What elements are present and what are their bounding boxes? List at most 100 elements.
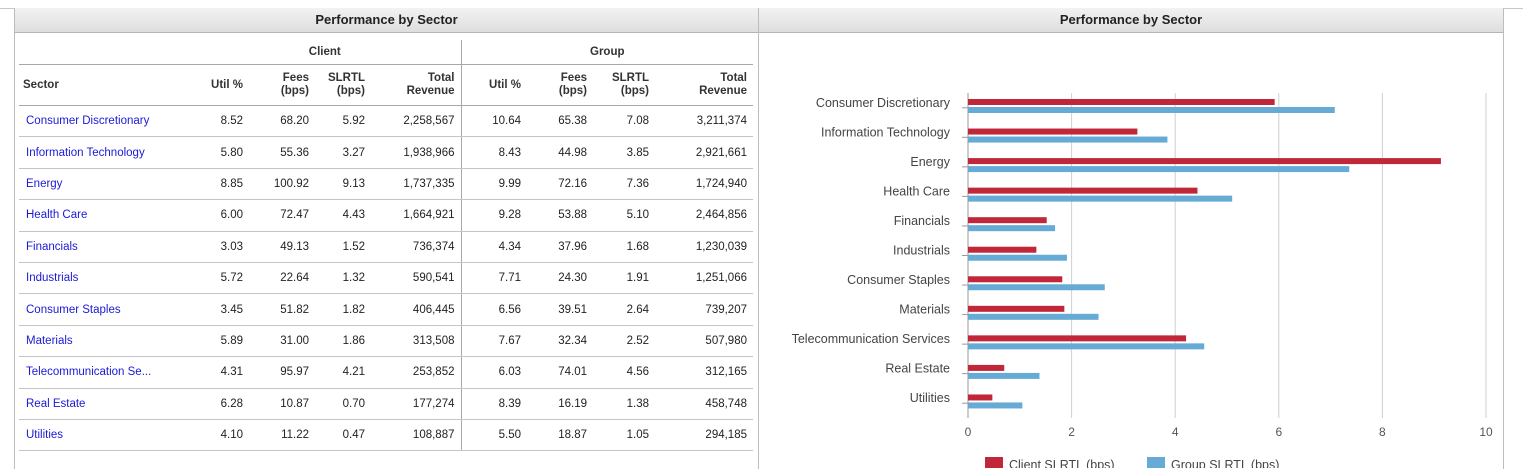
table-row: Materials 5.89 31.00 1.86 313,508 7.67 32.34 2.…	[19, 325, 753, 358]
bar-group	[968, 195, 1233, 202]
sector-link[interactable]: Industrials	[26, 272, 79, 285]
c-util-cell: 8.85	[189, 168, 249, 201]
g-fees-cell: 44.98	[527, 136, 593, 169]
g-slrtl-cell: 2.64	[593, 293, 655, 326]
sector-cell: Telecommunication Se...	[19, 356, 189, 389]
table-row: Energy 8.85 100.92 9.13 1,737,335 9.99 72.16 7.…	[19, 168, 753, 201]
sector-cell: Financials	[19, 231, 189, 263]
g-util-cell: 7.67	[461, 325, 527, 358]
legend-label: Client SLRTL (bps)	[1009, 458, 1115, 468]
c-slrtl-cell: 4.21	[315, 356, 371, 389]
c-rev-cell: 406,445	[371, 293, 462, 326]
group-slrtl-header[interactable]: SLRTL (bps)	[593, 64, 655, 106]
category-label: Financials	[894, 214, 950, 228]
g-util-cell: 6.03	[461, 356, 527, 389]
bar-group	[968, 343, 1205, 350]
sector-cell: Real Estate	[19, 388, 189, 420]
bar-group	[968, 313, 1099, 320]
category-label: Real Estate	[885, 362, 950, 376]
sector-cell: Health Care	[19, 199, 189, 232]
c-slrtl-cell: 4.43	[315, 199, 371, 232]
table-row: Real Estate 6.28 10.87 0.70 177,274 8.39 16.19…	[19, 388, 753, 420]
client-revenue-header[interactable]: Total Revenue	[371, 64, 462, 106]
client-slrtl-header[interactable]: SLRTL (bps)	[315, 64, 371, 106]
table-row: Telecommunication Se... 4.31 95.97 4.21 253,…	[19, 356, 753, 389]
client-fees-header[interactable]: Fees (bps)	[249, 64, 315, 106]
slrtl-bar-chart: 0 2 4 6 8 10 Consumer Discretionary Information…	[792, 93, 1493, 472]
g-util-cell: 8.39	[461, 388, 527, 420]
table-row: Industrials 5.72 22.64 1.32 590,541 7.71 24.30…	[19, 262, 753, 295]
g-rev-cell: 294,185	[655, 419, 753, 452]
sector-link[interactable]: Energy	[26, 177, 63, 190]
c-rev-cell: 736,374	[371, 231, 462, 263]
category-label: Industrials	[893, 244, 950, 258]
g-fees-cell: 65.38	[527, 105, 593, 138]
c-rev-cell: 590,541	[371, 262, 462, 295]
c-slrtl-cell: 3.27	[315, 136, 371, 169]
g-rev-cell: 312,165	[655, 356, 753, 389]
category-label: Consumer Staples	[847, 273, 950, 287]
x-tick-label: 2	[1068, 425, 1075, 439]
sector-column-header[interactable]: Sector	[19, 64, 189, 106]
sector-link[interactable]: Health Care	[26, 209, 88, 222]
c-fees-cell: 22.64	[249, 262, 315, 295]
group-group-header: Group	[590, 46, 625, 58]
g-slrtl-cell: 1.05	[593, 419, 655, 452]
table-row: Financials 3.03 49.13 1.52 736,374 4.34 37.96 1…	[19, 231, 753, 263]
g-slrtl-cell: 5.10	[593, 199, 655, 232]
bar-client	[968, 217, 1047, 224]
sector-link[interactable]: Information Technology	[26, 146, 145, 159]
x-tick-label: 4	[1172, 425, 1179, 439]
sector-link[interactable]: Telecommunication Se...	[26, 366, 152, 379]
c-fees-cell: 68.20	[249, 105, 315, 138]
sector-link[interactable]: Consumer Staples	[26, 303, 121, 316]
client-util-header[interactable]: Util %	[189, 64, 249, 106]
g-rev-cell: 1,251,066	[655, 262, 753, 295]
g-rev-cell: 2,464,856	[655, 199, 753, 232]
sector-cell: Information Technology	[19, 136, 189, 169]
bar-group	[968, 372, 1040, 379]
sector-link[interactable]: Real Estate	[26, 397, 86, 410]
g-util-cell: 4.34	[461, 231, 527, 263]
c-fees-cell: 95.97	[249, 356, 315, 389]
c-rev-cell: 1,938,966	[371, 136, 462, 169]
c-fees-cell: 11.22	[249, 419, 315, 452]
c-rev-cell: 1,664,921	[371, 199, 462, 232]
sector-chart-panel: Performance by Sector 0 2 4 6 8 10 Consumer Di…	[758, 8, 1504, 472]
sector-table-panel: Performance by Sector Client Group Secto…	[14, 8, 759, 469]
c-util-cell: 3.45	[189, 293, 249, 326]
category-label: Information Technology	[821, 125, 951, 139]
c-slrtl-cell: 1.82	[315, 293, 371, 326]
bar-client	[968, 158, 1441, 165]
group-util-header[interactable]: Util %	[461, 64, 527, 106]
bar-client	[968, 276, 1063, 283]
sector-link[interactable]: Utilities	[26, 429, 64, 442]
g-fees-cell: 18.87	[527, 419, 593, 452]
sector-link[interactable]: Consumer Discretionary	[26, 115, 150, 128]
g-slrtl-cell: 1.91	[593, 262, 655, 295]
c-util-cell: 4.31	[189, 356, 249, 389]
g-rev-cell: 3,211,374	[655, 105, 753, 138]
c-slrtl-cell: 5.92	[315, 105, 371, 138]
g-slrtl-cell: 7.08	[593, 105, 655, 138]
bar-group	[968, 402, 1023, 409]
group-fees-header[interactable]: Fees (bps)	[527, 64, 593, 106]
c-rev-cell: 108,887	[371, 419, 462, 452]
table-body: Consumer Discretionary 8.52 68.20 5.92 2,258…	[19, 105, 753, 452]
sector-link[interactable]: Materials	[26, 334, 73, 347]
group-header-row: Client Group	[19, 40, 753, 65]
x-tick-label: 10	[1479, 425, 1493, 439]
bar-group	[968, 107, 1335, 113]
group-revenue-header[interactable]: Total Revenue	[655, 64, 753, 106]
bar-client	[968, 99, 1275, 105]
c-slrtl-cell: 1.52	[315, 231, 371, 263]
c-fees-cell: 72.47	[249, 199, 315, 232]
sector-link[interactable]: Financials	[26, 240, 78, 253]
g-fees-cell: 16.19	[527, 388, 593, 420]
sector-cell: Consumer Staples	[19, 293, 189, 326]
c-rev-cell: 177,274	[371, 388, 462, 420]
category-label: Materials	[899, 303, 950, 317]
g-util-cell: 8.43	[461, 136, 527, 169]
sector-cell: Energy	[19, 168, 189, 201]
g-slrtl-cell: 1.38	[593, 388, 655, 420]
